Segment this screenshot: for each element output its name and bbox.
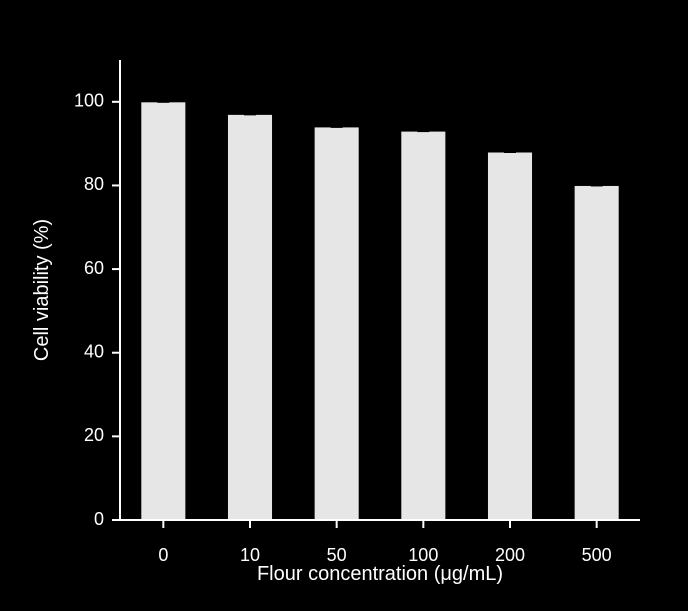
- bar: [314, 127, 359, 520]
- x-tick-label: 200: [495, 545, 525, 565]
- y-tick-label: 80: [84, 174, 104, 194]
- x-tick-label: 10: [240, 545, 260, 565]
- y-tick-label: 100: [74, 91, 104, 111]
- y-tick-label: 40: [84, 341, 104, 361]
- x-tick-label: 100: [408, 545, 438, 565]
- y-tick-label: 0: [94, 509, 104, 529]
- bar: [401, 131, 446, 520]
- y-tick-label: 20: [84, 425, 104, 445]
- bar: [487, 152, 532, 520]
- y-tick-label: 60: [84, 258, 104, 278]
- cell-viability-bar-chart: 0 20 40 60 80 100 0 10 50 100 200 500 Cell viability…: [0, 0, 688, 606]
- bar: [227, 114, 272, 520]
- x-tick-label: 50: [327, 545, 347, 565]
- x-tick-label: 500: [582, 545, 612, 565]
- bar: [574, 185, 619, 520]
- x-axis-title: Flour concentration (μg/mL): [257, 563, 503, 585]
- bar: [141, 102, 186, 520]
- y-axis-title: Cell viability (%): [31, 219, 53, 361]
- x-tick-label: 0: [158, 545, 168, 565]
